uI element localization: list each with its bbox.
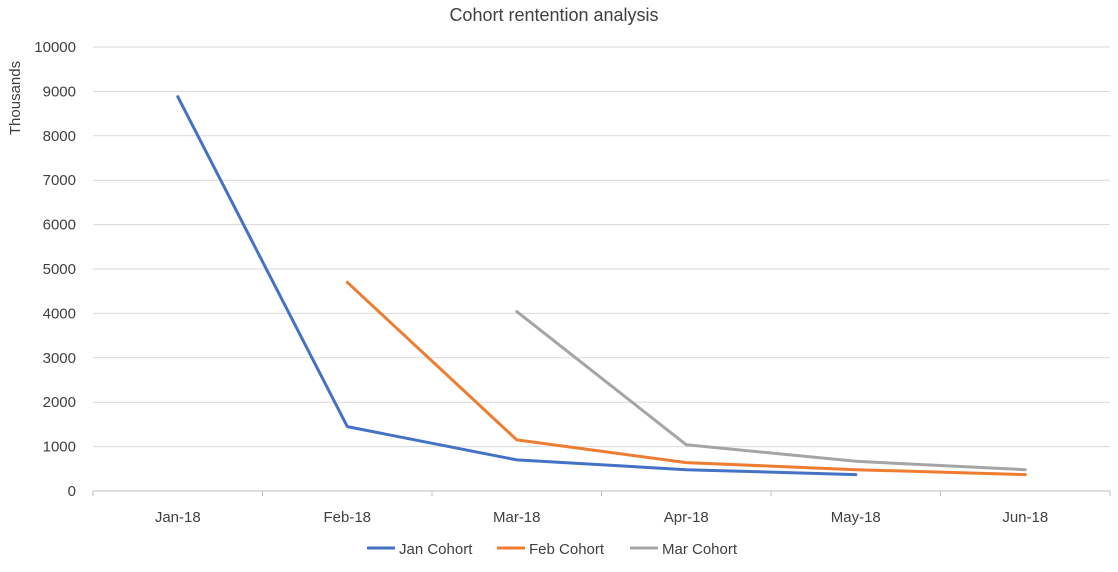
series-line-jan-cohort bbox=[176, 95, 858, 477]
x-axis bbox=[92, 490, 1111, 496]
series-line-feb-cohort bbox=[345, 280, 1027, 477]
series-lines bbox=[176, 95, 1027, 477]
y-axis-label: Thousands bbox=[7, 61, 24, 135]
x-tick-label: Feb-18 bbox=[323, 509, 371, 526]
y-tick-label: 3000 bbox=[43, 350, 76, 367]
x-tick-label: Apr-18 bbox=[664, 509, 709, 526]
legend-item: Jan Cohort bbox=[367, 541, 473, 558]
y-tick-label: 6000 bbox=[43, 217, 76, 234]
gridlines bbox=[93, 46, 1110, 448]
y-tick-labels: 0 1000 2000 3000 4000 5000 6000 7000 8000 9000 100… bbox=[34, 39, 76, 500]
y-tick-label: 1000 bbox=[43, 439, 76, 456]
chart-title: Cohort rentention analysis bbox=[449, 5, 658, 25]
x-tick-label: Jun-18 bbox=[1002, 509, 1048, 526]
x-tick-label: May-18 bbox=[831, 509, 881, 526]
x-tick-label: Jan-18 bbox=[155, 509, 201, 526]
legend-label: Feb Cohort bbox=[529, 541, 605, 558]
y-tick-label: 5000 bbox=[43, 261, 76, 278]
legend-item: Mar Cohort bbox=[630, 541, 738, 558]
x-tick-labels: Jan-18 Feb-18 Mar-18 Apr-18 May-18 Jun-18 bbox=[155, 509, 1048, 526]
y-tick-label: 4000 bbox=[43, 305, 76, 322]
y-tick-label: 9000 bbox=[43, 83, 76, 100]
y-tick-label: 0 bbox=[68, 483, 76, 500]
series-line-mar-cohort bbox=[515, 310, 1027, 472]
y-tick-label: 2000 bbox=[43, 394, 76, 411]
x-tick-label: Mar-18 bbox=[493, 509, 541, 526]
y-tick-label: 7000 bbox=[43, 172, 76, 189]
y-tick-label: 10000 bbox=[34, 39, 76, 56]
legend: Jan Cohort Feb Cohort Mar Cohort bbox=[367, 541, 738, 558]
y-tick-label: 8000 bbox=[43, 128, 76, 145]
legend-label: Jan Cohort bbox=[399, 541, 473, 558]
legend-item: Feb Cohort bbox=[497, 541, 605, 558]
legend-label: Mar Cohort bbox=[662, 541, 738, 558]
